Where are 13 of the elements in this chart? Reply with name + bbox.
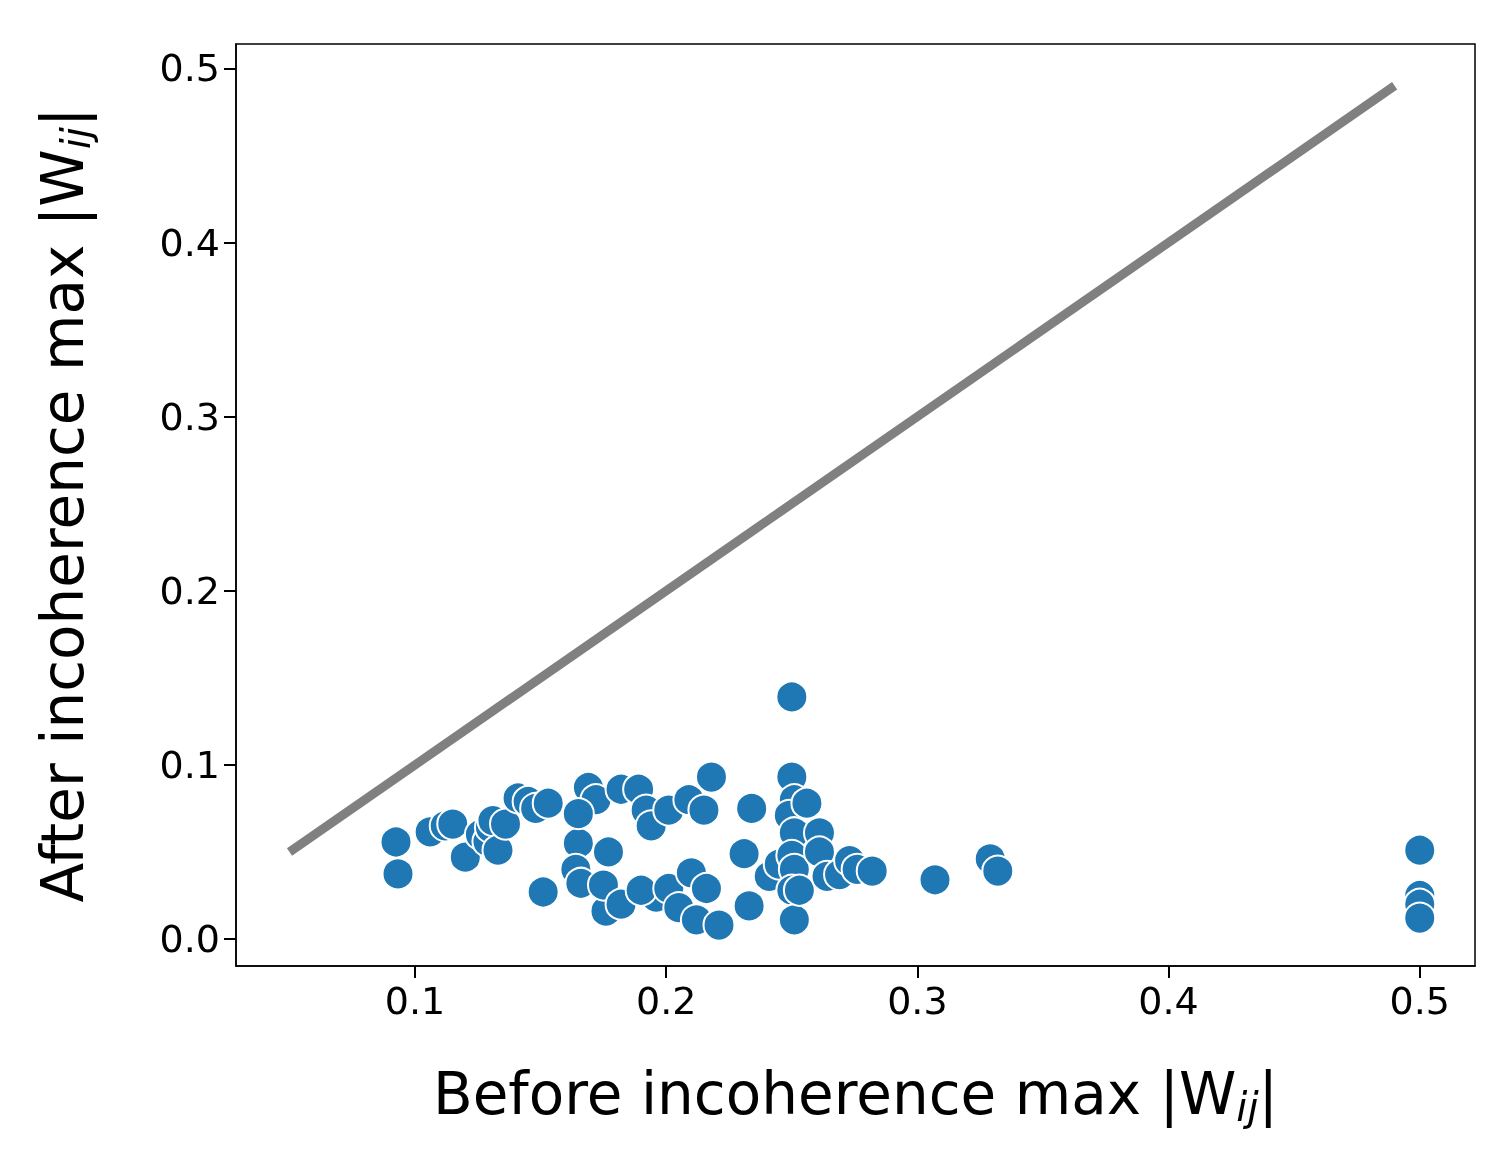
x-tick-label: 0.3 bbox=[887, 979, 948, 1023]
y-tick-label: 0.0 bbox=[159, 917, 220, 962]
x-tick-label: 0.5 bbox=[1389, 979, 1450, 1023]
y-axis-title: After incoherence max |Wij| bbox=[29, 107, 99, 903]
y-tick-label: 0.2 bbox=[159, 568, 220, 613]
y-tick-label: 0.4 bbox=[159, 220, 220, 265]
y-tick-label: 0.3 bbox=[159, 394, 220, 439]
x-tick-label: 0.2 bbox=[636, 979, 697, 1023]
x-tick-label: 0.4 bbox=[1138, 979, 1199, 1023]
x-axis-title: Before incoherence max |Wij| bbox=[432, 1060, 1279, 1130]
x-tick-label: 0.1 bbox=[384, 979, 446, 1023]
y-tick-label: 0.1 bbox=[159, 742, 220, 787]
y-tick-label: 0.5 bbox=[159, 46, 220, 91]
